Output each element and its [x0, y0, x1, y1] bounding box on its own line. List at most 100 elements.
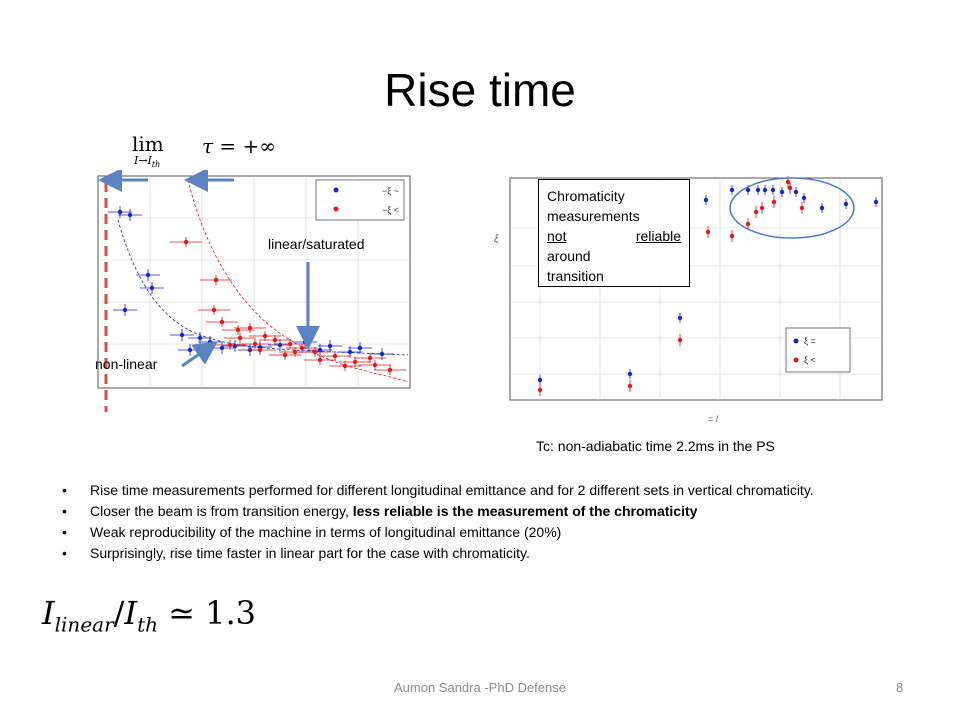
- chroma-note-line-1: Chromaticity: [547, 188, 625, 204]
- left-red-point: [269, 350, 301, 360]
- ratio-formula: Ilinear/Ith ≃ 1.3: [42, 594, 256, 636]
- left-red-point: [239, 339, 271, 349]
- right-red-point: [745, 218, 751, 230]
- left-red-point: [244, 345, 276, 355]
- left-red-point: [200, 275, 232, 285]
- left-blue-point: [113, 304, 137, 316]
- right-red-point: [753, 206, 759, 218]
- right-legend-marker-1: [793, 338, 799, 344]
- right-red-point: [799, 202, 805, 214]
- right-legend: ξ = ξ <: [785, 327, 851, 373]
- left-red-point: [234, 323, 266, 333]
- limit-rest: τ = +∞: [202, 134, 276, 158]
- left-red-point: [279, 347, 311, 357]
- right-red-point: [537, 384, 543, 396]
- left-blue-point: [348, 342, 372, 354]
- right-blue-point: [873, 197, 879, 207]
- right-blue-point: [801, 193, 807, 203]
- left-legend-label-2: −ξ <: [382, 205, 399, 215]
- left-legend-label-1: −ξ ~: [382, 186, 399, 196]
- bullet-item-2: Closer the beam is from transition energ…: [62, 501, 852, 522]
- left-red-point: [222, 325, 254, 335]
- right-blue-point: [779, 187, 785, 197]
- chroma-note-line-2: measurements: [547, 208, 640, 224]
- chromaticity-note-box: Chromaticity measurements not reliable a…: [538, 179, 690, 287]
- left-blue-point: [370, 348, 394, 360]
- formula-i2: I: [124, 594, 138, 632]
- left-plot: −ξ ~ −ξ <: [97, 170, 411, 412]
- left-red-point: [249, 331, 281, 341]
- right-blue-point: [770, 185, 776, 195]
- left-blue-point: [170, 329, 194, 341]
- left-blue-point: [108, 206, 132, 218]
- nonlinear-arrow: [181, 341, 218, 368]
- bullet-text-2: Closer the beam is from transition energ…: [90, 503, 353, 519]
- unreliable-region-ellipse: [729, 177, 855, 239]
- limit-subscript-th: th: [151, 160, 161, 170]
- non-linear-label: non-linear: [95, 356, 158, 372]
- left-red-point: [304, 355, 336, 365]
- left-red-point: [198, 305, 230, 315]
- left-red-point: [339, 357, 371, 367]
- bullet-item-4: Surprisingly, rise time faster in linear…: [62, 543, 852, 564]
- left-blue-point: [118, 209, 142, 221]
- left-blue-point: [140, 282, 164, 294]
- limit-formula: lim I→Ith τ = +∞: [132, 132, 276, 169]
- right-plot-caption: Tc: non-adiabatic time 2.2ms in the PS: [536, 438, 775, 454]
- right-red-point: [759, 202, 765, 214]
- left-red-point: [354, 353, 386, 363]
- right-red-point: [677, 334, 683, 346]
- page-number: 8: [896, 680, 904, 695]
- left-blue-point: [308, 344, 332, 356]
- bullet-item-3: Weak reproducibility of the machine in t…: [62, 522, 852, 543]
- right-blue-point: [843, 199, 849, 209]
- left-red-point: [224, 333, 256, 343]
- right-blue-point: [703, 195, 709, 205]
- bullet-bold-2: less reliable is the measurement of the …: [352, 503, 698, 519]
- left-red-fit: [187, 179, 409, 383]
- right-red-point: [627, 380, 633, 392]
- left-legend: −ξ ~ −ξ <: [315, 179, 405, 221]
- left-legend-marker-2: [333, 206, 339, 212]
- footer-text: Aumon Sandra -PhD Defense: [394, 680, 566, 695]
- left-red-point: [329, 361, 361, 371]
- limit-lim: lim: [132, 132, 164, 156]
- bullet-item-1: Rise time measurements performed for dif…: [62, 480, 852, 501]
- left-red-point: [359, 360, 391, 370]
- right-legend-label-2: ξ <: [804, 355, 816, 365]
- left-blue-point: [136, 269, 160, 281]
- formula-sub-th: th: [137, 612, 158, 637]
- right-blue-point: [627, 369, 633, 379]
- right-y-axis-symbol: ξ: [494, 234, 499, 245]
- slide-title: Rise time: [384, 64, 576, 116]
- limit-subscript-main: I→I: [134, 154, 152, 167]
- right-x-axis-label: = /: [708, 414, 719, 424]
- left-red-point: [214, 340, 246, 350]
- bullet-list: Rise time measurements performed for dif…: [62, 480, 852, 564]
- formula-slash: /: [113, 594, 125, 632]
- right-plot-points: [537, 176, 879, 396]
- chroma-note-line-3: not reliable: [547, 226, 681, 246]
- limit-subscript: I→Ith: [134, 154, 160, 169]
- right-blue-point: [537, 375, 543, 385]
- right-blue-point: [677, 313, 683, 323]
- left-red-point: [170, 237, 202, 247]
- right-blue-point: [729, 185, 735, 195]
- formula-i: I: [42, 594, 55, 632]
- chroma-note-line-5: transition: [547, 268, 604, 284]
- right-red-point: [771, 196, 777, 208]
- formula-sub-linear: linear: [54, 612, 114, 637]
- right-blue-point: [793, 187, 799, 197]
- right-red-point: [787, 182, 793, 194]
- right-red-point: [705, 226, 711, 238]
- left-red-point: [319, 351, 351, 361]
- chroma-note-reliable: reliable: [635, 228, 681, 244]
- bullet-text-4: Surprisingly, rise time faster in linear…: [90, 545, 530, 561]
- right-legend-marker-2: [793, 357, 799, 363]
- right-legend-label-1: ξ =: [804, 336, 816, 346]
- right-red-point: [729, 230, 735, 242]
- bullet-text-1: Rise time measurements performed for dif…: [90, 482, 814, 498]
- bullet-text-3: Weak reproducibility of the machine in t…: [90, 524, 562, 540]
- chroma-note-not: not: [547, 228, 567, 244]
- left-red-point: [374, 365, 406, 375]
